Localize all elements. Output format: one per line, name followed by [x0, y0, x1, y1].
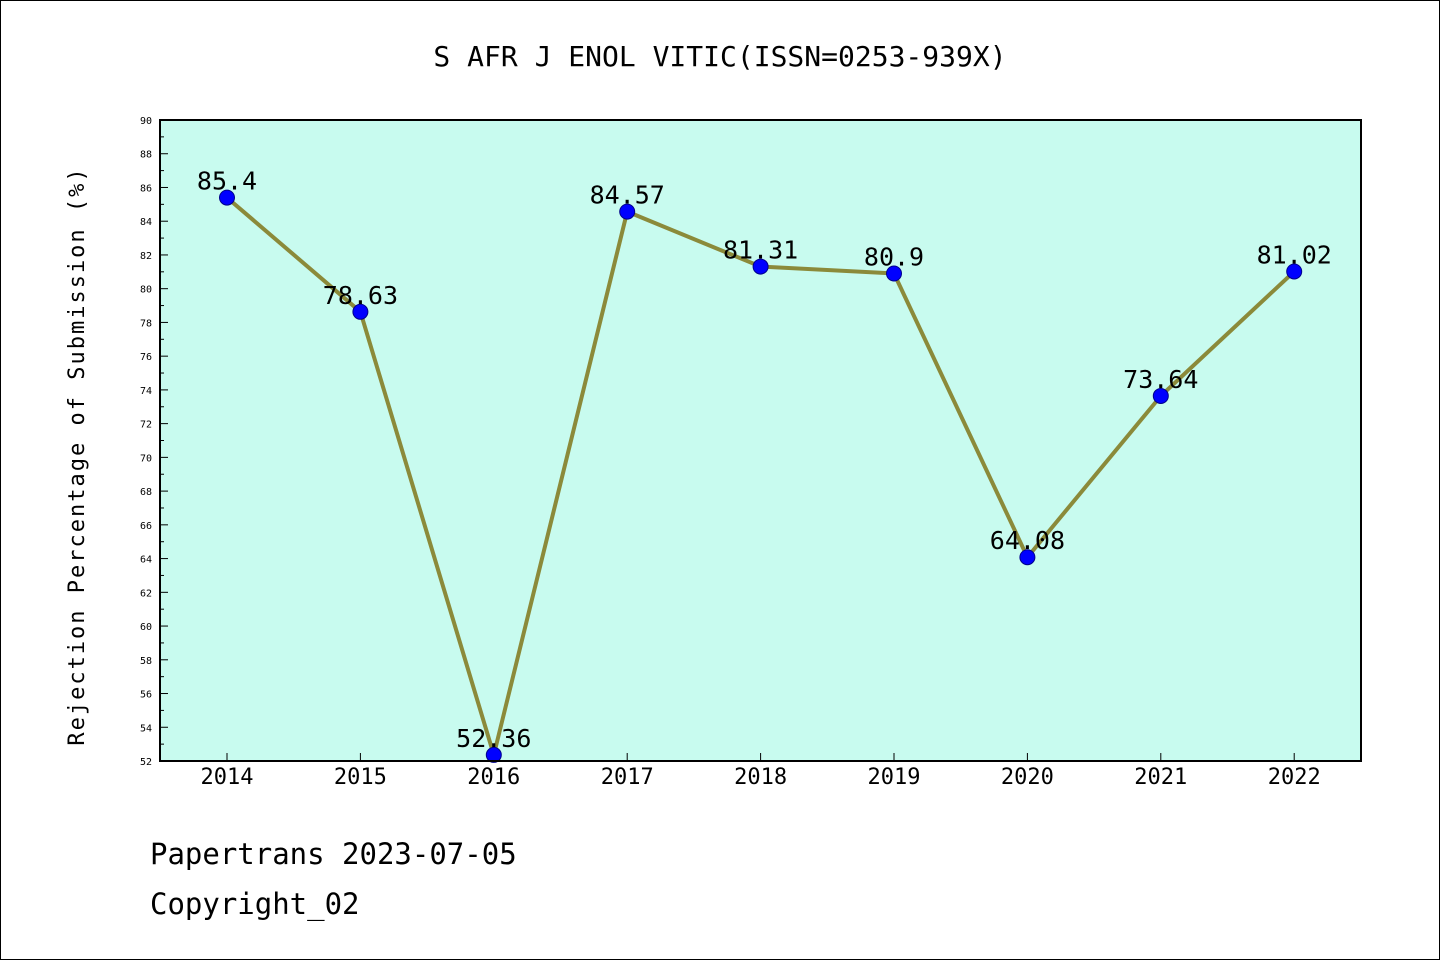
data-point	[1152, 387, 1169, 404]
y-tick-label: 72	[140, 420, 152, 431]
data-label: 78.63	[323, 281, 398, 310]
x-tick-label: 2018	[734, 765, 787, 790]
y-tick-label: 66	[140, 521, 152, 532]
data-point	[886, 265, 902, 282]
series-line	[219, 189, 1303, 763]
y-tick-label: 74	[140, 386, 152, 397]
y-tick-label: 58	[140, 656, 152, 667]
data-label: 85.4	[197, 167, 257, 196]
data-label: 80.9	[864, 243, 924, 272]
data-label: 84.57	[590, 181, 665, 210]
data-label: 52.36	[456, 724, 531, 753]
footer-date: Papertrans 2023-07-05	[150, 837, 517, 871]
y-tick-label: 56	[140, 690, 152, 701]
y-tick-label: 54	[140, 723, 152, 734]
x-tick-label: 2015	[334, 765, 387, 790]
x-tick-label: 2019	[868, 765, 921, 790]
y-tick-label: 62	[140, 588, 152, 599]
y-tick-label: 80	[140, 285, 152, 296]
y-tick-label: 78	[140, 318, 152, 329]
data-point	[752, 258, 769, 275]
y-tick-label: 90	[140, 116, 152, 127]
x-tick-label: 2014	[201, 765, 254, 790]
data-label: 81.31	[723, 236, 798, 265]
y-tick-label: 68	[140, 487, 152, 498]
chart-title: S AFR J ENOL VITIC(ISSN=0253-939X)	[433, 40, 1006, 73]
data-point	[485, 746, 502, 763]
y-tick-label: 70	[140, 453, 152, 464]
x-axis: 2014 2015 2016 2017 2018 2019 2020 2021 2022	[201, 753, 1321, 790]
data-point	[619, 203, 636, 220]
y-tick-label: 64	[140, 555, 152, 566]
data-point	[1019, 549, 1036, 566]
y-axis-label: Rejection Percentage of Submission (%)	[65, 166, 90, 745]
y-tick-label: 82	[140, 251, 152, 262]
y-tick-label: 52	[140, 757, 152, 768]
y-tick-label: 86	[140, 183, 152, 194]
x-tick-label: 2017	[601, 765, 654, 790]
data-label: 64.08	[990, 526, 1065, 555]
y-tick-label: 84	[140, 217, 152, 228]
data-label: 81.02	[1257, 240, 1332, 269]
data-point	[1286, 263, 1303, 280]
data-point	[352, 303, 369, 320]
y-tick-label: 88	[140, 150, 152, 161]
data-labels: 85.4 78.63 52.36 84.57 81.31 80.9 64.08 73.64 81…	[197, 167, 1332, 753]
x-tick-label: 2016	[467, 765, 520, 790]
footer-copyright: Copyright_02	[150, 887, 360, 922]
plot-border	[159, 119, 1362, 762]
x-tick-label: 2021	[1134, 765, 1187, 790]
y-tick-label: 76	[140, 352, 152, 363]
x-tick-label: 2020	[1001, 765, 1054, 790]
plot-area	[160, 120, 1361, 761]
y-axis: 52 54 56 58 60 62 64 66 68 70 72 74 76 78 80 82 84 86 88 90	[140, 116, 168, 768]
data-point	[219, 189, 235, 206]
y-tick-label: 60	[140, 622, 152, 633]
data-label: 73.64	[1123, 365, 1198, 394]
x-tick-label: 2022	[1268, 765, 1321, 790]
